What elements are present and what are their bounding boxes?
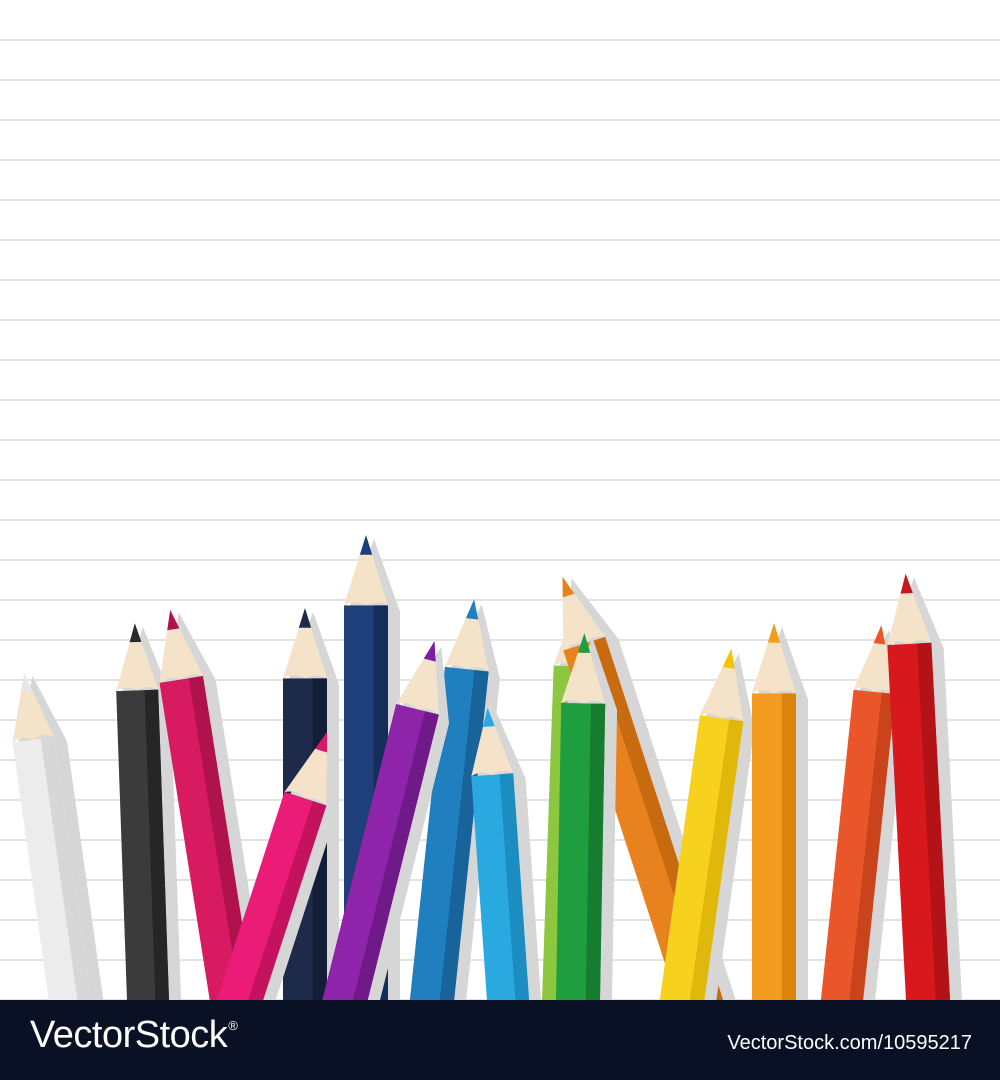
pencil-tip (20, 673, 33, 693)
pencil-yellow (654, 648, 755, 1000)
brand-name: VectorStock (30, 1014, 228, 1056)
pencil-facet (845, 692, 896, 1000)
pencil-white (12, 673, 109, 1000)
pencil-wood (561, 652, 606, 704)
pencil-tip (483, 707, 495, 727)
watermark-footer: VectorStock® VectorStock.com/10595217 (0, 1000, 1000, 1080)
pencil-facet (684, 719, 744, 1000)
pencil-pink (206, 731, 336, 1000)
pencil-shadow (356, 646, 450, 1000)
pencil-facet (234, 801, 327, 1000)
pencil-tip (423, 640, 436, 662)
pencil-tip (359, 535, 373, 555)
pencil-facet (585, 703, 606, 1000)
pencil-facet (144, 689, 171, 1000)
pencil-facet (781, 693, 796, 1000)
pencil-green (555, 633, 618, 1000)
pencil-tip (722, 648, 735, 669)
pencil-sky-blue (471, 707, 544, 1000)
image-credit: VectorStock.com/10595217 (727, 1032, 972, 1054)
brand-logo: VectorStock® (30, 1014, 238, 1057)
pencil-tip (129, 623, 142, 643)
pencil-tip (562, 576, 575, 598)
pencil-facet (917, 642, 953, 1000)
colored-pencils (12, 535, 965, 1000)
pencil-wood (562, 593, 606, 651)
pencil-wood (444, 618, 489, 672)
pencil-shadow (18, 676, 109, 1000)
pencil-wood (116, 641, 159, 692)
pencil-orange (752, 623, 808, 1000)
pencil-wood (283, 627, 327, 679)
pencil-wood (471, 726, 514, 777)
pencil-wood (887, 592, 932, 646)
pencil-shadow (477, 711, 544, 1000)
pencil-tip (298, 608, 312, 628)
pencil-tip (900, 573, 913, 594)
pencil-shadow (758, 627, 808, 1000)
pencil-shadow (893, 577, 965, 1000)
pencil-facet (342, 711, 439, 1000)
pencil-wood (12, 691, 55, 743)
pencil-tip (767, 623, 781, 643)
pencil-wood (159, 628, 203, 683)
pencil-wood (284, 748, 327, 806)
pencil-tip (465, 599, 479, 620)
pencil-shadow (248, 738, 336, 1000)
pencil-facet (499, 773, 532, 1000)
pencil-wood (699, 667, 744, 722)
pencil-wood (752, 642, 796, 694)
illustration (0, 39, 1000, 1000)
pencil-tip (577, 633, 591, 653)
pencil-wood (344, 554, 388, 606)
pencil-wood (396, 658, 439, 715)
pencil-wood (853, 643, 896, 695)
pencil-tip (167, 609, 180, 631)
pencil-shadow (567, 637, 618, 1000)
pencil-facet (40, 736, 97, 1000)
pencil-tip (873, 625, 886, 645)
registered-mark: ® (228, 1018, 238, 1033)
pencil-tip (315, 731, 328, 753)
pencil-red (887, 573, 965, 1000)
pencil-shadow (698, 653, 755, 1000)
pencil-purple (313, 640, 450, 1000)
